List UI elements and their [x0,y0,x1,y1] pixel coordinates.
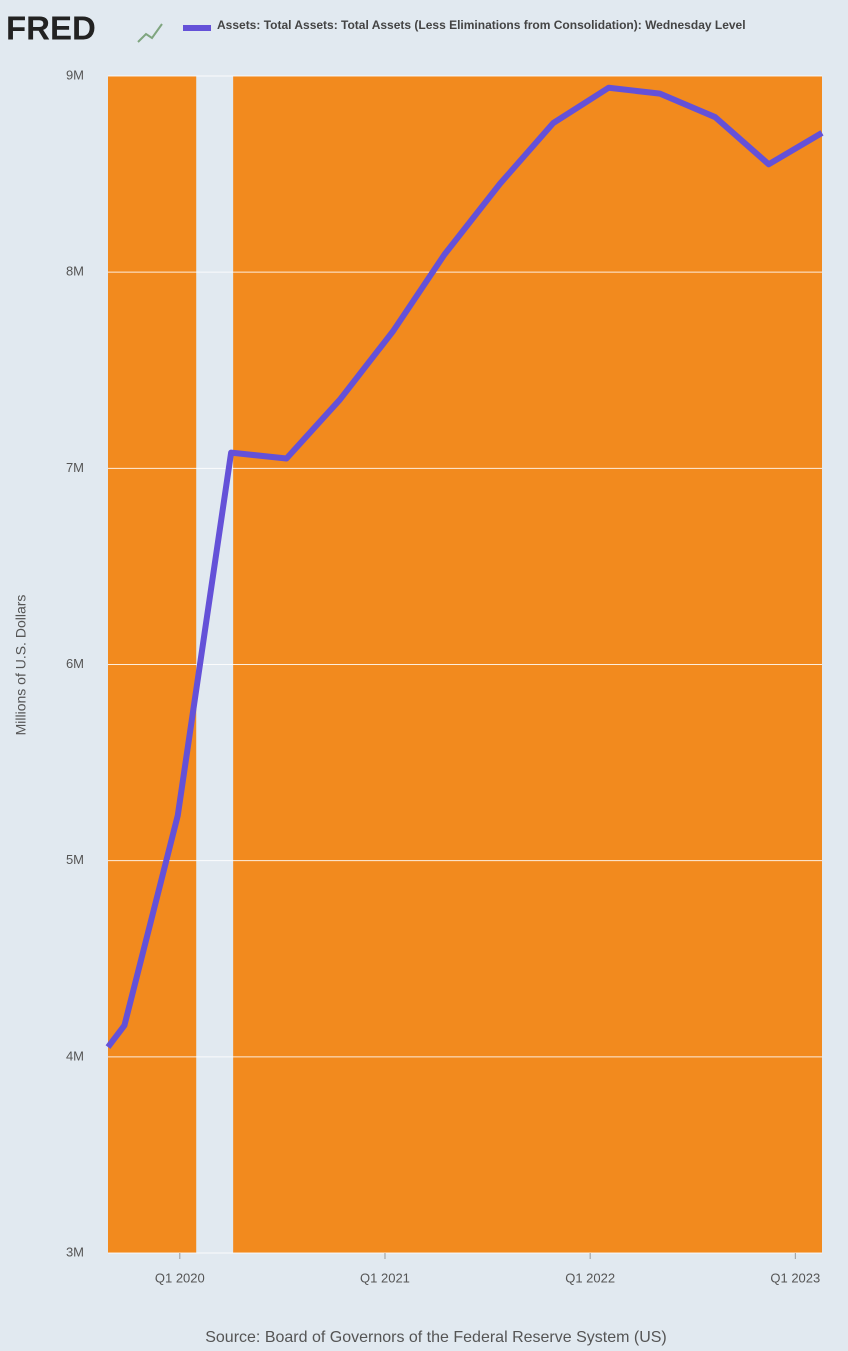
legend-swatch [183,25,211,31]
y-tick-label: 6M [66,656,84,671]
series-line [105,84,824,1049]
x-tick-label: Q1 2023 [770,1270,820,1285]
brand-logo: FRED [6,10,96,47]
y-tick-label: 8M [66,264,84,279]
legend-box: Assets: Total Assets: Total Assets (Less… [217,18,746,32]
y-tick-label: 7M [66,460,84,475]
y-tick-label: 5M [66,852,84,867]
legend-text: Assets: Total Assets: Total Assets (Less… [217,18,746,32]
x-tick-label: Q1 2020 [155,1270,205,1285]
y-tick-label: 4M [66,1048,84,1063]
y-tick-label: 3M [66,1244,84,1259]
y-tick-label: 9M [66,67,84,82]
source: Source: Board of Governors of the Federa… [205,1329,667,1346]
x-tick-label: Q1 2021 [360,1270,410,1285]
logo-icon [137,23,163,43]
x-tick-label: Q1 2022 [565,1270,615,1285]
y-axis-label: Millions of U.S. Dollars [13,595,29,736]
